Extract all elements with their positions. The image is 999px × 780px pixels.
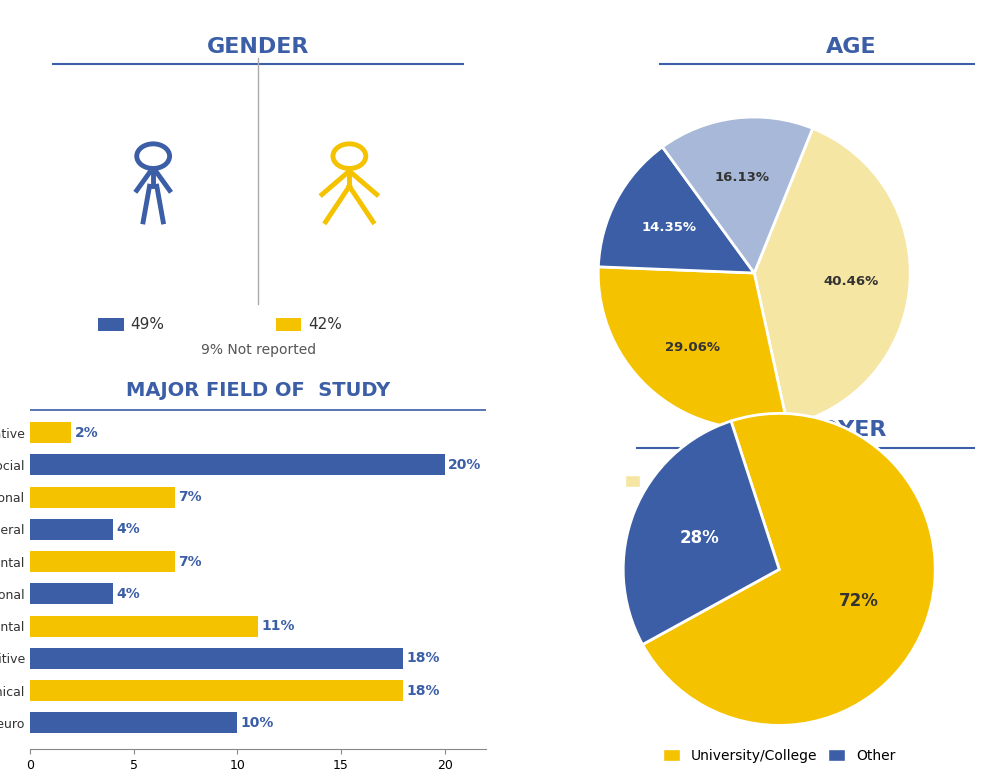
Wedge shape (662, 117, 812, 273)
Text: 4%: 4% (116, 523, 140, 537)
Bar (99, 318, 124, 331)
Text: 10%: 10% (241, 716, 274, 730)
Text: 9% Not reported: 9% Not reported (201, 343, 316, 357)
Bar (30, 551, 175, 572)
Wedge shape (642, 413, 935, 725)
Text: 40.46%: 40.46% (823, 275, 878, 288)
Bar (30, 422, 72, 443)
Text: 18%: 18% (407, 683, 440, 697)
Text: AGE: AGE (826, 37, 876, 57)
Text: 29.06%: 29.06% (664, 341, 719, 353)
Text: 7%: 7% (178, 555, 202, 569)
Text: 11%: 11% (261, 619, 295, 633)
Bar (30, 648, 404, 668)
Text: 14.35%: 14.35% (641, 221, 696, 234)
Title: MAJOR FIELD OF  STUDY: MAJOR FIELD OF STUDY (126, 381, 391, 399)
Wedge shape (598, 267, 787, 429)
Text: 7%: 7% (178, 490, 202, 504)
Bar (30, 455, 445, 475)
Bar (30, 519, 113, 540)
Text: EMPLOYER: EMPLOYER (752, 420, 886, 441)
Bar (30, 583, 113, 605)
Legend: < 30, 29-44, 45-59, 60+: < 30, 29-44, 45-59, 60+ (619, 470, 889, 493)
Bar (30, 615, 258, 636)
Wedge shape (754, 129, 910, 425)
Text: 20%: 20% (448, 458, 482, 472)
Bar (277, 318, 302, 331)
Text: 49%: 49% (130, 317, 165, 332)
Bar (30, 680, 404, 701)
Text: GENDER: GENDER (207, 37, 310, 57)
Text: 18%: 18% (407, 651, 440, 665)
Text: 4%: 4% (116, 587, 140, 601)
Bar (30, 487, 175, 508)
Text: 42%: 42% (309, 317, 343, 332)
Wedge shape (623, 421, 779, 644)
Legend: University/College, Other: University/College, Other (657, 743, 901, 768)
Text: 16.13%: 16.13% (715, 171, 770, 183)
Bar (30, 712, 238, 733)
Text: 2%: 2% (75, 426, 98, 440)
Wedge shape (598, 147, 754, 273)
Text: 72%: 72% (839, 592, 879, 610)
Text: 28%: 28% (679, 529, 719, 547)
